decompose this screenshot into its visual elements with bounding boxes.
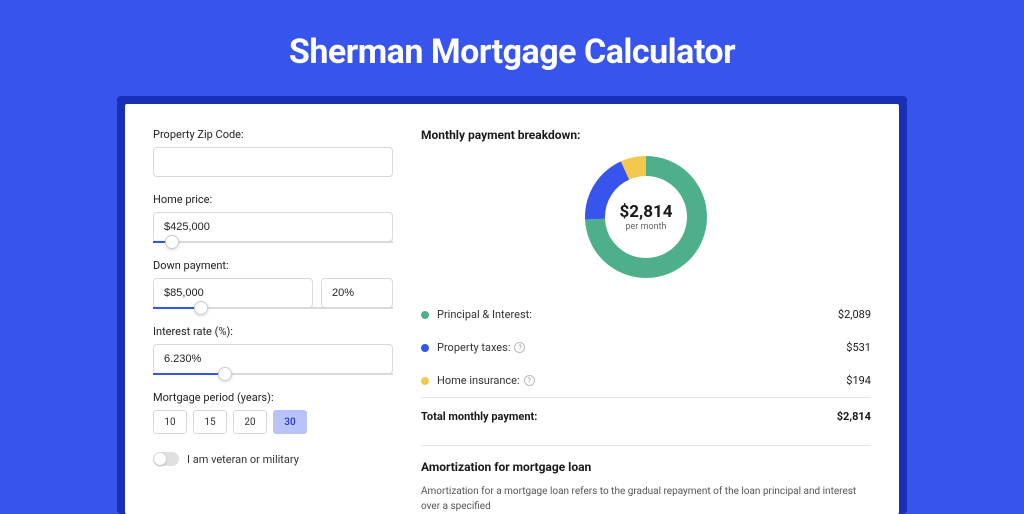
legend-dot	[421, 344, 429, 352]
legend-value: $2,089	[838, 308, 871, 321]
veteran-toggle-knob	[154, 453, 166, 465]
home-price-label: Home price:	[153, 193, 393, 206]
home-price-input[interactable]	[153, 212, 393, 242]
legend-row: Home insurance:?$194	[421, 364, 871, 397]
down-payment-pct-input[interactable]	[321, 278, 393, 308]
period-btn-20[interactable]: 20	[233, 410, 267, 434]
home-price-slider-thumb[interactable]	[165, 235, 179, 249]
legend-total-row: Total monthly payment: $2,814	[421, 397, 871, 435]
period-label: Mortgage period (years):	[153, 391, 393, 404]
legend-label: Principal & Interest:	[437, 308, 838, 321]
interest-group: Interest rate (%):	[153, 325, 393, 375]
zip-input[interactable]	[153, 147, 393, 177]
down-payment-input[interactable]	[153, 278, 313, 308]
donut-amount: $2,814	[620, 202, 673, 222]
legend-total-value: $2,814	[837, 410, 871, 423]
zip-label: Property Zip Code:	[153, 128, 393, 141]
interest-input[interactable]	[153, 344, 393, 374]
veteran-label: I am veteran or military	[187, 453, 299, 466]
legend-label: Property taxes:?	[437, 341, 846, 354]
down-payment-label: Down payment:	[153, 259, 393, 272]
interest-slider[interactable]	[153, 373, 393, 375]
page-title: Sherman Mortgage Calculator	[0, 0, 1024, 96]
legend-label: Home insurance:?	[437, 374, 846, 387]
legend-total-label: Total monthly payment:	[421, 410, 837, 423]
help-icon[interactable]: ?	[514, 342, 525, 353]
form-panel: Property Zip Code: Home price: Down paym…	[153, 128, 393, 514]
veteran-toggle[interactable]	[153, 452, 179, 466]
down-payment-slider-thumb[interactable]	[194, 301, 208, 315]
legend-row: Principal & Interest:$2,089	[421, 298, 871, 331]
legend-dot	[421, 377, 429, 385]
veteran-row: I am veteran or military	[153, 452, 393, 466]
interest-label: Interest rate (%):	[153, 325, 393, 338]
down-payment-group: Down payment:	[153, 259, 393, 309]
help-icon[interactable]: ?	[524, 375, 535, 386]
period-btn-15[interactable]: 15	[193, 410, 227, 434]
legend-dot	[421, 311, 429, 319]
breakdown-title: Monthly payment breakdown:	[421, 128, 871, 142]
divider	[421, 445, 871, 446]
amortization-text: Amortization for a mortgage loan refers …	[421, 484, 871, 514]
interest-slider-thumb[interactable]	[218, 367, 232, 381]
legend-row: Property taxes:?$531	[421, 331, 871, 364]
interest-slider-fill	[153, 373, 225, 375]
donut-center: $2,814 per month	[585, 156, 707, 278]
donut-chart: $2,814 per month	[585, 156, 707, 278]
home-price-group: Home price:	[153, 193, 393, 243]
legend-value: $194	[846, 374, 871, 387]
home-price-slider[interactable]	[153, 241, 393, 243]
breakdown-panel: Monthly payment breakdown: $2,814 per mo…	[421, 128, 871, 514]
donut-sub: per month	[625, 222, 666, 232]
amortization-title: Amortization for mortgage loan	[421, 460, 871, 474]
card-shadow: Property Zip Code: Home price: Down paym…	[117, 96, 907, 514]
period-btn-30[interactable]: 30	[273, 410, 307, 434]
down-payment-slider[interactable]	[153, 307, 393, 309]
legend-value: $531	[846, 341, 871, 354]
donut-wrap: $2,814 per month	[421, 156, 871, 278]
calculator-card: Property Zip Code: Home price: Down paym…	[125, 104, 899, 514]
period-btn-10[interactable]: 10	[153, 410, 187, 434]
period-group: Mortgage period (years): 10152030	[153, 391, 393, 434]
zip-group: Property Zip Code:	[153, 128, 393, 177]
